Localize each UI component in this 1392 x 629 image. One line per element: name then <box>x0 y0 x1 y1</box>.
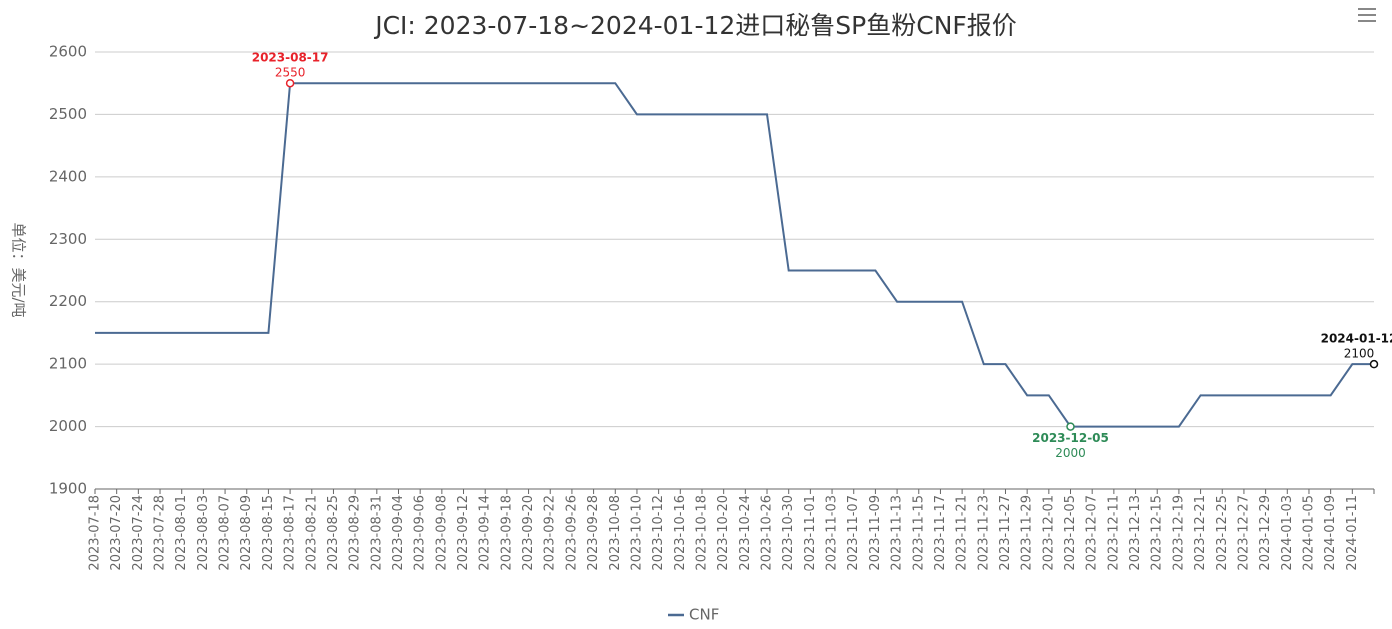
mark-point <box>1369 359 1379 369</box>
x-tick-label: 2023-11-27 <box>998 495 1013 571</box>
x-tick-label: 2023-08-03 <box>196 495 211 571</box>
mark-point <box>1066 422 1075 431</box>
x-tick-label: 2023-10-10 <box>629 495 644 571</box>
x-tick-label: 2023-08-21 <box>304 495 319 571</box>
mark-point-date: 2023-08-17 <box>252 51 329 65</box>
x-tick-label: 2023-08-29 <box>348 495 363 571</box>
y-tick-label: 2400 <box>49 167 87 185</box>
x-tick-label: 2023-09-08 <box>434 495 449 571</box>
mark-point-value: 2550 <box>275 66 306 80</box>
x-tick-label: 2023-11-17 <box>933 495 948 571</box>
x-tick-label: 2023-08-17 <box>283 495 298 571</box>
x-tick-label: 2023-11-03 <box>825 495 840 571</box>
x-tick-label: 2023-12-15 <box>1150 495 1165 571</box>
x-tick-label: 2023-12-19 <box>1171 495 1186 571</box>
x-tick-label: 2023-11-13 <box>890 495 905 571</box>
x-tick-label: 2023-07-18 <box>88 495 103 571</box>
x-tick-label: 2023-09-20 <box>521 495 536 571</box>
x-tick-label: 2023-09-06 <box>413 495 428 571</box>
x-tick-label: 2023-07-20 <box>109 495 124 571</box>
y-tick-label: 2500 <box>49 105 87 123</box>
x-tick-label: 2023-08-31 <box>369 495 384 571</box>
x-tick-label: 2024-01-11 <box>1345 495 1360 571</box>
legend-label: CNF <box>689 606 719 624</box>
x-tick-label: 2023-12-21 <box>1193 495 1208 571</box>
x-tick-label: 2023-12-13 <box>1128 495 1143 571</box>
x-tick-label: 2023-10-18 <box>694 495 709 571</box>
x-tick-label: 2023-07-24 <box>131 495 146 571</box>
y-tick-label: 2100 <box>49 355 87 373</box>
mark-point-value: 2000 <box>1055 446 1086 460</box>
y-tick-label: 2600 <box>49 43 87 61</box>
x-tick-label: 2023-10-20 <box>716 495 731 571</box>
x-tick-label: 2023-12-01 <box>1041 495 1056 571</box>
x-tick-label: 2023-09-22 <box>543 495 558 571</box>
x-tick-label: 2023-12-27 <box>1236 495 1251 571</box>
x-tick-label: 2023-12-25 <box>1215 495 1230 571</box>
mark-point <box>285 78 295 88</box>
x-tick-label: 2023-11-21 <box>955 495 970 571</box>
x-tick-label: 2023-08-15 <box>261 495 276 571</box>
y-tick-label: 2000 <box>49 417 87 435</box>
chart-title: JCI: 2023-07-18~2024-01-12进口秘鲁SP鱼粉CNF报价 <box>373 11 1017 40</box>
menu-icon[interactable] <box>1358 8 1376 22</box>
x-tick-label: 2023-11-23 <box>976 495 991 571</box>
x-tick-label: 2024-01-05 <box>1301 495 1316 571</box>
x-tick-label: 2023-12-05 <box>1063 495 1078 571</box>
x-tick-label: 2023-08-09 <box>239 495 254 571</box>
x-tick-label: 2023-10-08 <box>608 495 623 571</box>
x-tick-label: 2023-11-29 <box>1020 495 1035 571</box>
x-tick-label: 2023-07-28 <box>153 495 168 571</box>
mark-point-date: 2023-12-05 <box>1032 431 1109 445</box>
series-line <box>95 82 1374 428</box>
x-tick-label: 2023-09-12 <box>456 495 471 571</box>
x-tick-label: 2023-08-01 <box>174 495 189 571</box>
x-tick-label: 2023-08-07 <box>218 495 233 571</box>
x-tick-label: 2023-10-12 <box>651 495 666 571</box>
x-tick-label: 2023-12-11 <box>1106 495 1121 571</box>
x-tick-label: 2023-12-29 <box>1258 495 1273 571</box>
mark-point-date: 2024-01-12 <box>1321 332 1392 346</box>
x-tick-label: 2024-01-03 <box>1280 495 1295 571</box>
x-tick-label: 2023-10-16 <box>673 495 688 571</box>
x-tick-label: 2023-11-07 <box>846 495 861 571</box>
x-tick-label: 2023-11-01 <box>803 495 818 571</box>
x-tick-label: 2024-01-09 <box>1323 495 1338 571</box>
x-tick-label: 2023-10-26 <box>760 495 775 571</box>
y-tick-label: 1900 <box>49 480 87 498</box>
y-tick-label: 2300 <box>49 230 87 248</box>
x-tick-label: 2023-10-30 <box>781 495 796 571</box>
x-tick-label: 2023-12-07 <box>1085 495 1100 571</box>
x-tick-label: 2023-09-26 <box>564 495 579 571</box>
x-tick-label: 2023-09-14 <box>478 495 493 571</box>
x-tick-label: 2023-08-25 <box>326 495 341 571</box>
x-tick-label: 2023-11-09 <box>868 495 883 571</box>
x-tick-label: 2023-09-28 <box>586 495 601 571</box>
y-axis-label: 单位：美元/吨 <box>10 222 28 317</box>
x-tick-label: 2023-09-18 <box>499 495 514 571</box>
x-tick-label: 2023-09-04 <box>391 495 406 571</box>
mark-point-value: 2100 <box>1344 347 1375 361</box>
y-tick-label: 2200 <box>49 292 87 310</box>
x-tick-label: 2023-11-15 <box>911 495 926 571</box>
x-tick-label: 2023-10-24 <box>738 495 753 571</box>
